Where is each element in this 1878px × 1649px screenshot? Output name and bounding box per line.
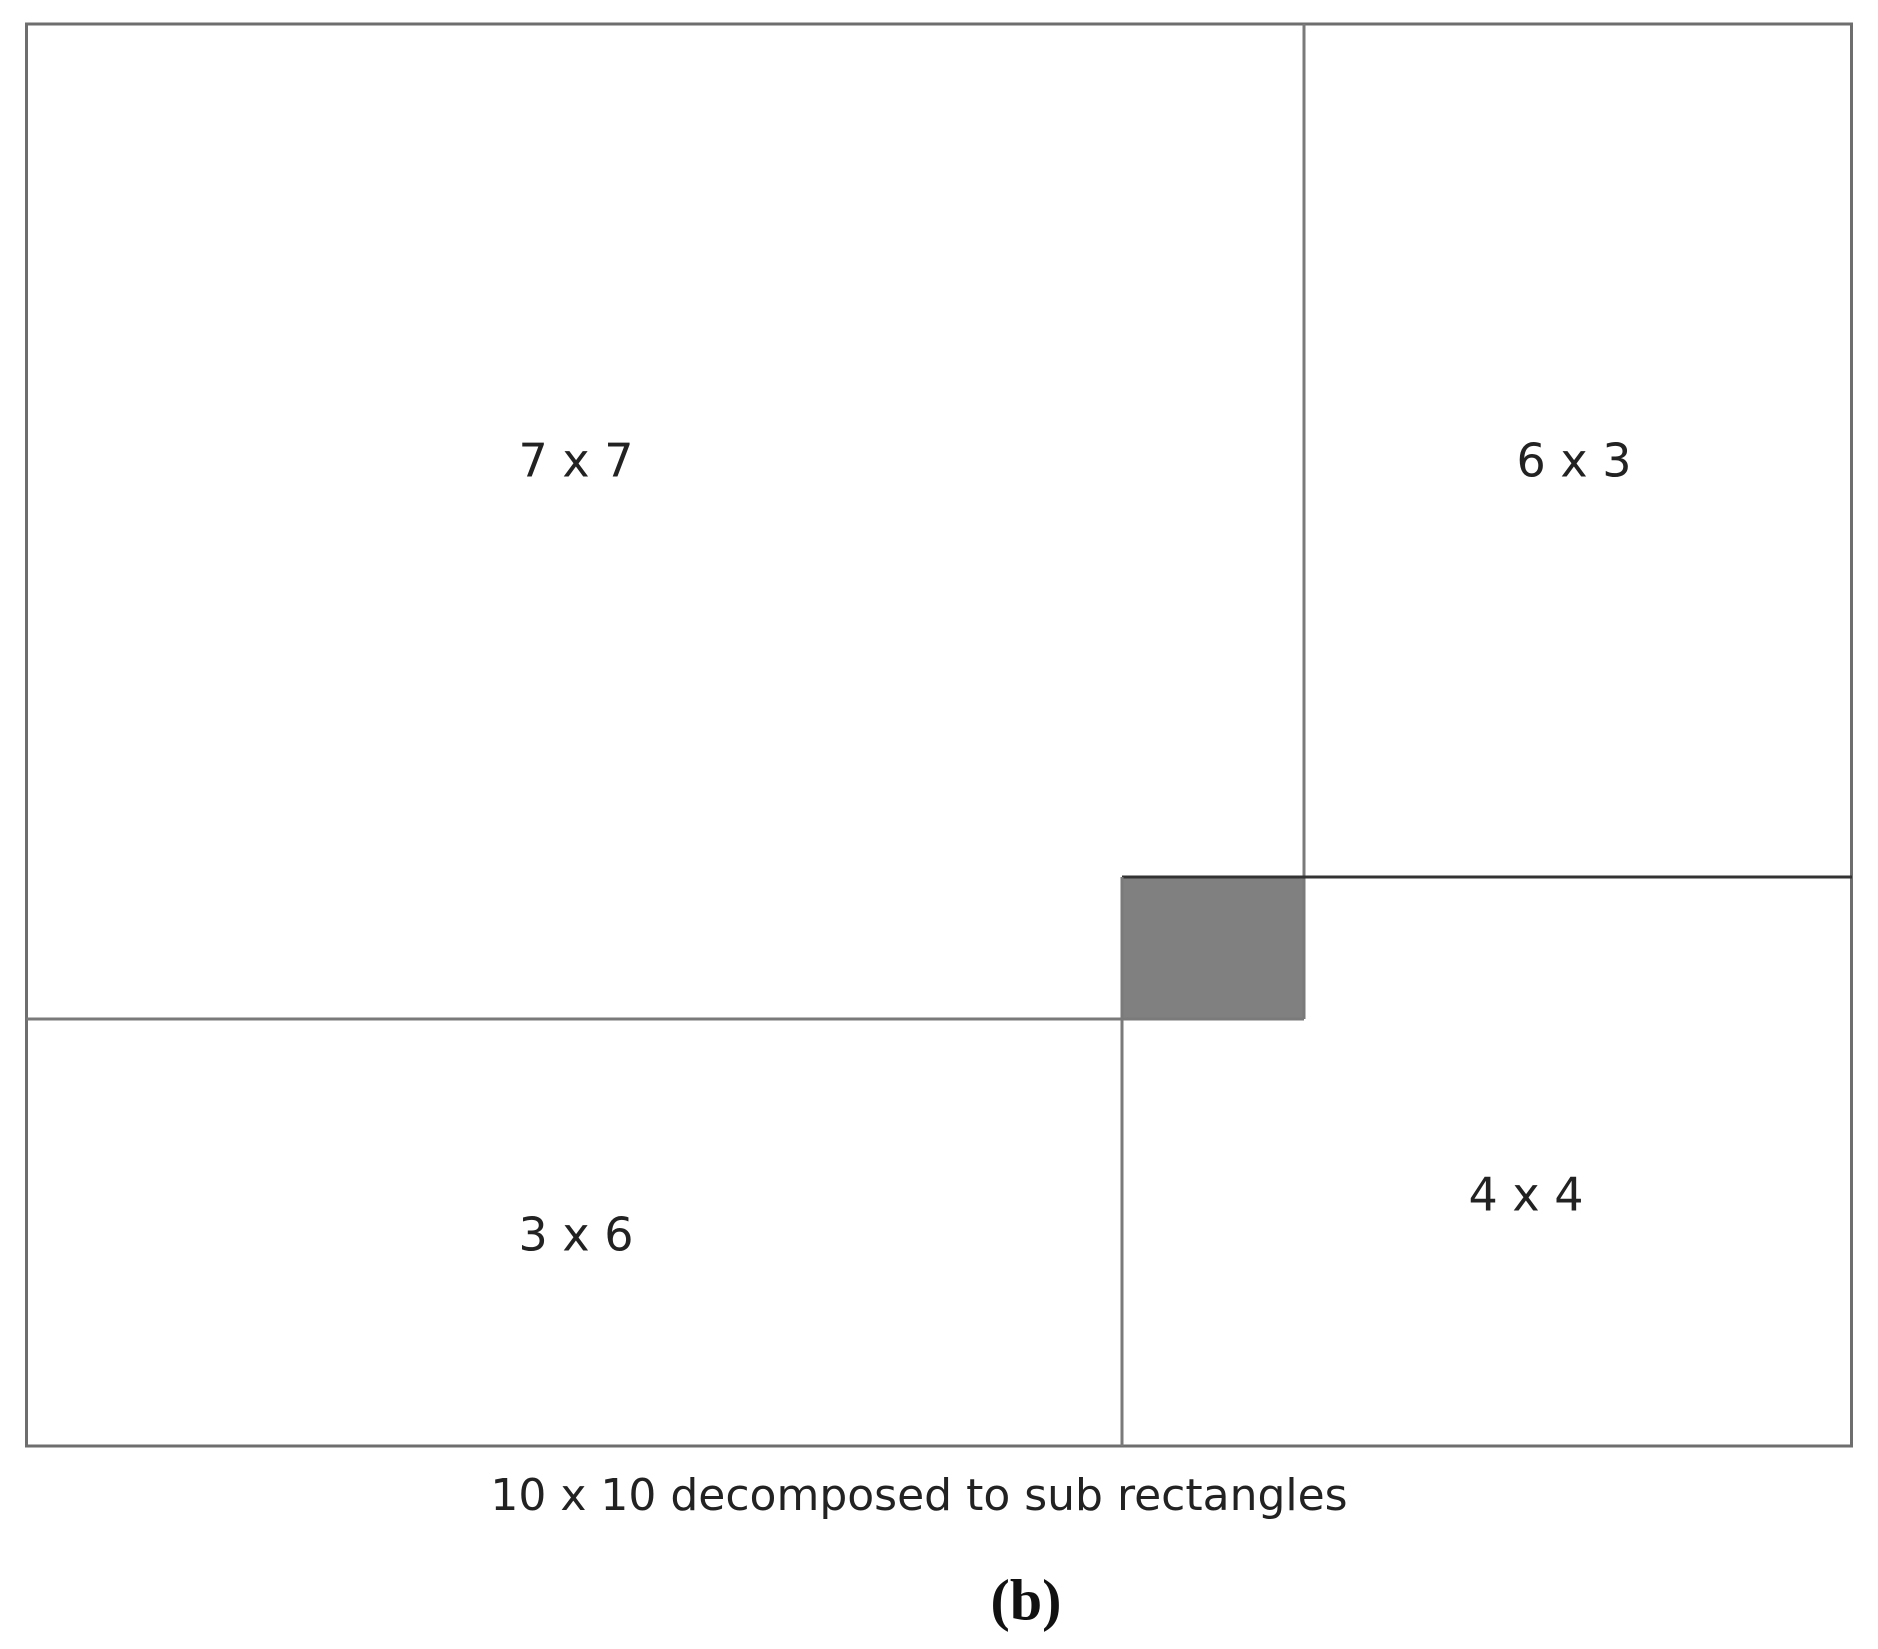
outer-rectangle xyxy=(25,22,1853,1448)
panel-label: (b) xyxy=(991,1567,1062,1632)
region-label: 7 x 7 xyxy=(519,434,634,488)
region-label: 3 x 6 xyxy=(519,1208,634,1262)
caption: 10 x 10 decomposed to sub rectangles xyxy=(490,1470,1347,1521)
region-label: 6 x 3 xyxy=(1517,434,1632,488)
overlap-square xyxy=(1122,877,1304,1019)
region-label: 4 x 4 xyxy=(1469,1168,1584,1222)
